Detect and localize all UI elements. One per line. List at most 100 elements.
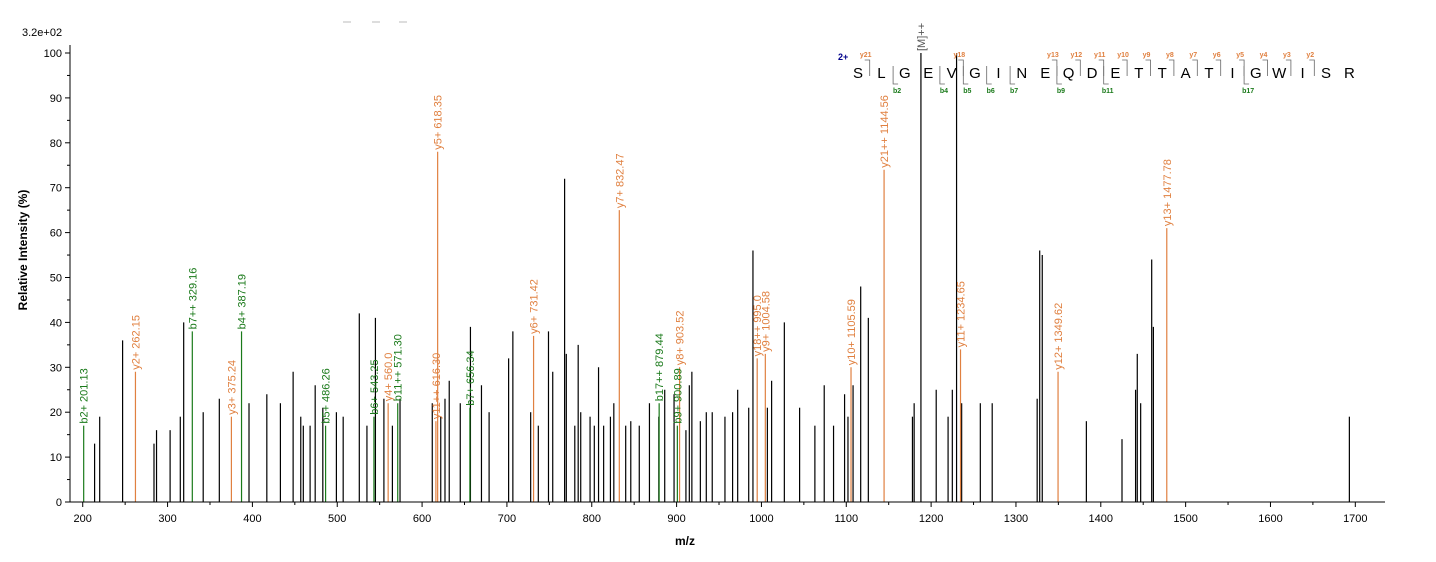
y-tick-label: 80 [50, 138, 62, 150]
peak-label: y9+ 1004.58 [760, 291, 772, 352]
b-ion-tag: b11 [1102, 88, 1114, 95]
peak-label: y8+ 903.52 [675, 311, 687, 366]
sequence-residue: T [1204, 65, 1213, 82]
sequence-residue: I [996, 65, 1000, 82]
sequence-residue: I [1301, 65, 1305, 82]
b-ion-tag: b7 [1010, 88, 1018, 95]
sequence-residue: G [899, 65, 911, 82]
sequence-residue: V [947, 65, 957, 82]
peak-label: b7++ 329.16 [187, 268, 199, 330]
peak-label: y2+ 262.15 [130, 315, 142, 370]
x-tick-label: 1200 [919, 513, 943, 525]
peak-label: y10+ 1105.59 [846, 299, 858, 365]
peak-label: y21++ 1144.56 [879, 95, 891, 168]
peak-label: y18++ 995.0 [752, 295, 764, 356]
y-ion-bracket [1168, 59, 1175, 76]
y-ion-tag: y13 [1047, 52, 1059, 59]
peak-labels-layer: [M]++ b2+ 201.13 y2+ 262.15 b7++ 329.16 y3+ … [79, 23, 1174, 424]
b-ion-tag: b4 [940, 88, 948, 95]
x-tick-label: 1000 [749, 513, 773, 525]
intensity-scale-label: 3.2e+02 [22, 27, 62, 39]
y-ion-tag: y3 [1283, 52, 1291, 59]
peak-label: b17++ 879.44 [654, 333, 666, 401]
peak-label: y7+ 832.47 [614, 153, 626, 208]
y-ion-tag: y5 [1236, 52, 1244, 59]
sequence-residue: R [1344, 65, 1355, 82]
peak-label: b4+ 387.19 [237, 274, 249, 329]
y-ion-bracket [1145, 59, 1151, 76]
b-ion-bracket [892, 66, 899, 85]
b-ion-bracket [1103, 66, 1109, 85]
y-tick-label: 0 [56, 497, 62, 509]
x-tick-label: 200 [74, 513, 92, 525]
b-ion-bracket [1243, 66, 1250, 85]
b-ion-tag: b2 [893, 88, 901, 95]
y-axis-title: Relative Intensity (%) [16, 190, 30, 311]
y-ion-bracket [1192, 59, 1198, 76]
peak-label: b7+ 656.34 [465, 350, 477, 405]
peak-label: y3+ 375.24 [226, 360, 238, 415]
x-tick-label: 1100 [834, 513, 858, 525]
y-ion-bracket [1285, 59, 1292, 76]
b-ion-bracket [1056, 66, 1062, 85]
sequence-residue: G [969, 65, 981, 82]
sequence-residue: G [1250, 65, 1262, 82]
peak-label: y4+ 560.0 [383, 353, 395, 402]
b-ion-tag: b5 [963, 88, 971, 95]
y-ion-tag: y21 [860, 52, 872, 59]
x-tick-label: 1500 [1173, 513, 1197, 525]
x-tick-label: 400 [243, 513, 261, 525]
y-ion-tag: y2 [1306, 52, 1314, 59]
y-tick-label: 40 [50, 317, 62, 329]
y-ion-bracket [1098, 59, 1105, 76]
peak-label: y11+ 1234.65 [956, 281, 968, 347]
y-ion-bracket [1051, 59, 1058, 76]
y-ion-bracket [958, 59, 964, 76]
peak-label: b11++ 571.30 [393, 334, 405, 401]
peak-label: b9+ 900.89 [672, 368, 684, 423]
y-ion-bracket [1262, 59, 1268, 76]
peak-label: y13+ 1477.78 [1162, 159, 1174, 226]
sequence-residue: S [853, 65, 863, 82]
y-ion-bracket [1075, 59, 1081, 76]
x-tick-label: 1300 [1004, 513, 1028, 525]
y-ion-bracket [1122, 59, 1128, 76]
y-tick-label: 70 [50, 183, 62, 195]
y-ion-tag: y6 [1213, 52, 1221, 59]
y-ion-tag: y10 [1117, 52, 1129, 59]
x-tick-label: 1400 [1089, 513, 1113, 525]
y-ion-tag: y7 [1189, 52, 1197, 59]
b-ion-bracket [962, 66, 969, 85]
x-tick-label: 1600 [1258, 513, 1282, 525]
sequence-residue: T [1158, 65, 1167, 82]
peak-label: b6+ 543.25 [369, 359, 381, 414]
b-ion-bracket [939, 66, 945, 85]
y-ion-tag: y4 [1260, 52, 1268, 59]
y-ion-tag: y18 [953, 52, 965, 59]
y-tick-label: 10 [50, 452, 62, 464]
b-ion-tag: b9 [1057, 88, 1065, 95]
peak-label: y11++ 616.30 [431, 353, 443, 419]
b-ion-tag: b6 [987, 88, 995, 95]
y-tick-label: 60 [50, 228, 62, 240]
y-ion-bracket [1239, 59, 1245, 76]
peak-label: b2+ 201.13 [79, 368, 91, 423]
sequence-residue: E [1040, 65, 1050, 82]
b-ion-bracket [1009, 66, 1016, 85]
x-axis-title: m/z [675, 534, 695, 548]
x-tick-label: 300 [158, 513, 176, 525]
sequence-residue: S [1321, 65, 1331, 82]
y-tick-label: 90 [50, 93, 62, 105]
y-tick-label: 30 [50, 362, 62, 374]
sequence-residue: L [877, 65, 885, 82]
y-tick-label: 50 [50, 273, 62, 285]
sequence-residue: I [1230, 65, 1234, 82]
y-ion-tag: y8 [1166, 52, 1174, 59]
y-ion-bracket [864, 59, 871, 76]
x-tick-label: 900 [667, 513, 685, 525]
peak-label: y5+ 618.35 [433, 95, 445, 150]
b-ion-tag: b17 [1242, 88, 1254, 95]
sequence-residue: N [1016, 65, 1027, 82]
